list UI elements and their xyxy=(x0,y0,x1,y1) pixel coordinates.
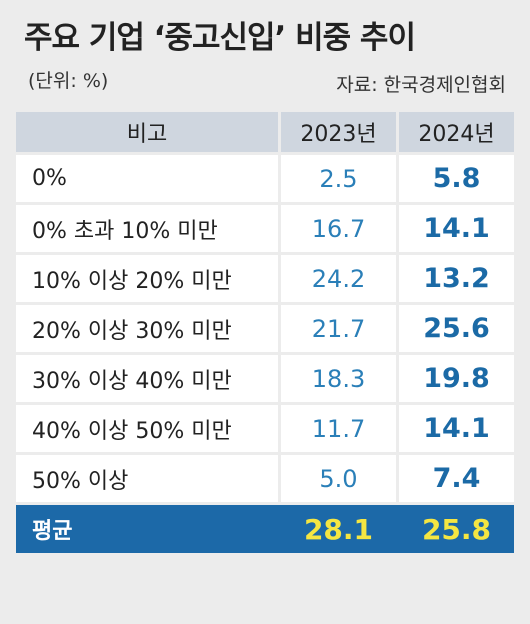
value-2024: 19.8 xyxy=(399,355,514,402)
row-label: 20% 이상 30% 미만 xyxy=(16,305,281,352)
row-label: 50% 이상 xyxy=(16,455,281,502)
average-2024: 25.8 xyxy=(399,505,514,553)
source-label: 자료: 한국경제인협회 xyxy=(336,74,506,96)
value-2024: 14.1 xyxy=(399,205,514,252)
average-row: 평균 28.1 25.8 xyxy=(16,505,514,553)
value-2024: 25.6 xyxy=(399,305,514,352)
header-2023: 2023년 xyxy=(281,112,399,152)
value-2023: 11.7 xyxy=(281,405,399,452)
row-label: 0% xyxy=(16,155,281,202)
value-2024: 5.8 xyxy=(399,155,514,202)
average-label: 평균 xyxy=(16,505,281,553)
header-2024: 2024년 xyxy=(399,112,514,152)
data-table: 비고 2023년 2024년 0% 2.5 5.8 0% 초과 10% 미만 1… xyxy=(16,109,514,556)
table-row: 0% 초과 10% 미만 16.7 14.1 xyxy=(16,205,514,252)
row-label: 40% 이상 50% 미만 xyxy=(16,405,281,452)
row-label: 30% 이상 40% 미만 xyxy=(16,355,281,402)
header-row: 비고 2023년 2024년 xyxy=(16,112,514,152)
table-row: 50% 이상 5.0 7.4 xyxy=(16,455,514,502)
table-row: 30% 이상 40% 미만 18.3 19.8 xyxy=(16,355,514,402)
value-2023: 21.7 xyxy=(281,305,399,352)
table-row: 0% 2.5 5.8 xyxy=(16,155,514,202)
row-label: 0% 초과 10% 미만 xyxy=(16,205,281,252)
value-2024: 13.2 xyxy=(399,255,514,302)
chart-title: 주요 기업 ‘중고신입’ 비중 추이 xyxy=(24,20,416,56)
table-row: 20% 이상 30% 미만 21.7 25.6 xyxy=(16,305,514,352)
value-2023: 5.0 xyxy=(281,455,399,502)
value-2023: 16.7 xyxy=(281,205,399,252)
unit-label: (단위: %) xyxy=(28,70,109,92)
average-2023: 28.1 xyxy=(281,505,399,553)
value-2024: 7.4 xyxy=(399,455,514,502)
value-2023: 2.5 xyxy=(281,155,399,202)
table-row: 40% 이상 50% 미만 11.7 14.1 xyxy=(16,405,514,452)
value-2023: 18.3 xyxy=(281,355,399,402)
row-label: 10% 이상 20% 미만 xyxy=(16,255,281,302)
value-2023: 24.2 xyxy=(281,255,399,302)
table-row: 10% 이상 20% 미만 24.2 13.2 xyxy=(16,255,514,302)
value-2024: 14.1 xyxy=(399,405,514,452)
header-category: 비고 xyxy=(16,112,281,152)
